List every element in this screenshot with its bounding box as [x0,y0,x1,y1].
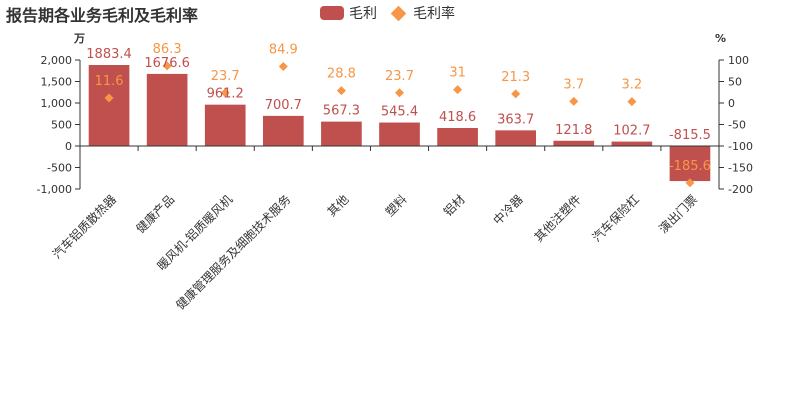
legend: 毛利 毛利率 [320,3,465,23]
margin-point [278,61,288,71]
margin-point [685,178,695,188]
x-category-label: 汽车铝质散热器 [49,192,119,262]
x-category-label: 塑料 [382,192,410,220]
margin-value-label: 11.6 [95,74,124,89]
legend-label-gross-profit: 毛利 [349,6,377,22]
legend-bar-swatch [320,6,344,20]
y-left-tick-label: 1,000 [41,97,73,110]
y-left-tick-label: -500 [47,162,72,175]
bar-value-label: 102.7 [613,124,650,139]
y-left-tick-label: 500 [51,119,72,132]
bar-value-label: 418.6 [439,110,476,125]
x-category-label: 演出门票 [656,192,701,237]
bar [437,128,478,146]
bar-value-label: 700.7 [265,98,302,113]
bar [321,121,362,146]
x-category-label: 健康管理服务及细胞技术服务 [173,192,294,313]
margin-value-label: 23.7 [385,69,414,84]
y-right-tick-label: 0 [728,97,735,110]
y-left-unit: 万 [73,32,85,45]
bar-value-label: -815.5 [669,128,711,143]
margin-point [395,88,404,98]
margin-point [569,96,579,106]
x-category-label: 健康产品 [133,192,178,237]
legend-item-gross-profit[interactable]: 毛利 [320,3,377,23]
y-left-tick-label: 0 [65,140,72,153]
x-category-label: 汽车保险杠 [589,192,642,245]
bar-value-label: 567.3 [323,104,360,119]
margin-point [511,89,521,99]
bar-value-label: 363.7 [497,112,534,127]
bar [611,141,653,146]
bar [204,104,246,146]
x-category-label: 其他 [325,192,352,219]
legend-label-gross-margin: 毛利率 [413,6,455,22]
x-category-label: 中冷器 [490,192,526,228]
x-category-label: 其他注塑件 [531,192,584,245]
legend-item-gross-margin[interactable]: 毛利率 [387,3,455,23]
y-left-tick-label: 2,000 [41,54,73,67]
y-right-tick-label: -150 [728,162,753,175]
bar [669,146,711,182]
chart-title: 报告期各业务毛利及毛利率 [6,6,199,25]
bar-value-label: 545.4 [381,105,418,120]
y-right-tick-label: -50 [728,119,746,132]
bar [146,73,188,146]
bar-value-label: 121.8 [555,123,592,138]
margin-point [220,88,230,98]
bar-value-label: 1676.6 [144,56,190,71]
margin-value-label: 31 [449,66,466,81]
y-right-unit: % [715,32,726,45]
margin-value-label: 23.7 [211,69,240,84]
y-right-tick-label: 50 [728,76,742,89]
margin-value-label: 84.9 [269,42,298,57]
x-category-label: 铝材 [440,192,468,220]
margin-point [336,86,346,96]
bar [262,115,304,146]
bar [553,140,595,146]
bar [88,65,130,146]
y-left-tick-label: 1,500 [41,76,73,89]
bar [379,122,420,146]
margin-value-label: 21.3 [501,70,530,85]
margin-point [453,85,463,95]
margin-point [627,97,637,107]
bar [495,130,537,146]
margin-value-label: 3.7 [563,77,584,92]
margin-value-label: 3.2 [622,78,643,93]
margin-point [104,93,114,103]
margin-value-label: -185.6 [669,159,711,174]
y-left-tick-label: -1,000 [37,183,72,196]
margin-value-label: 28.8 [327,67,356,82]
bar-value-label: 961.2 [207,87,244,102]
y-right-tick-label: 100 [728,54,749,67]
bar-value-label: 1883.4 [86,47,132,62]
margin-value-label: 86.3 [153,42,182,57]
y-right-tick-label: -100 [728,140,753,153]
margin-point [162,61,172,71]
y-right-tick-label: -200 [728,183,753,196]
